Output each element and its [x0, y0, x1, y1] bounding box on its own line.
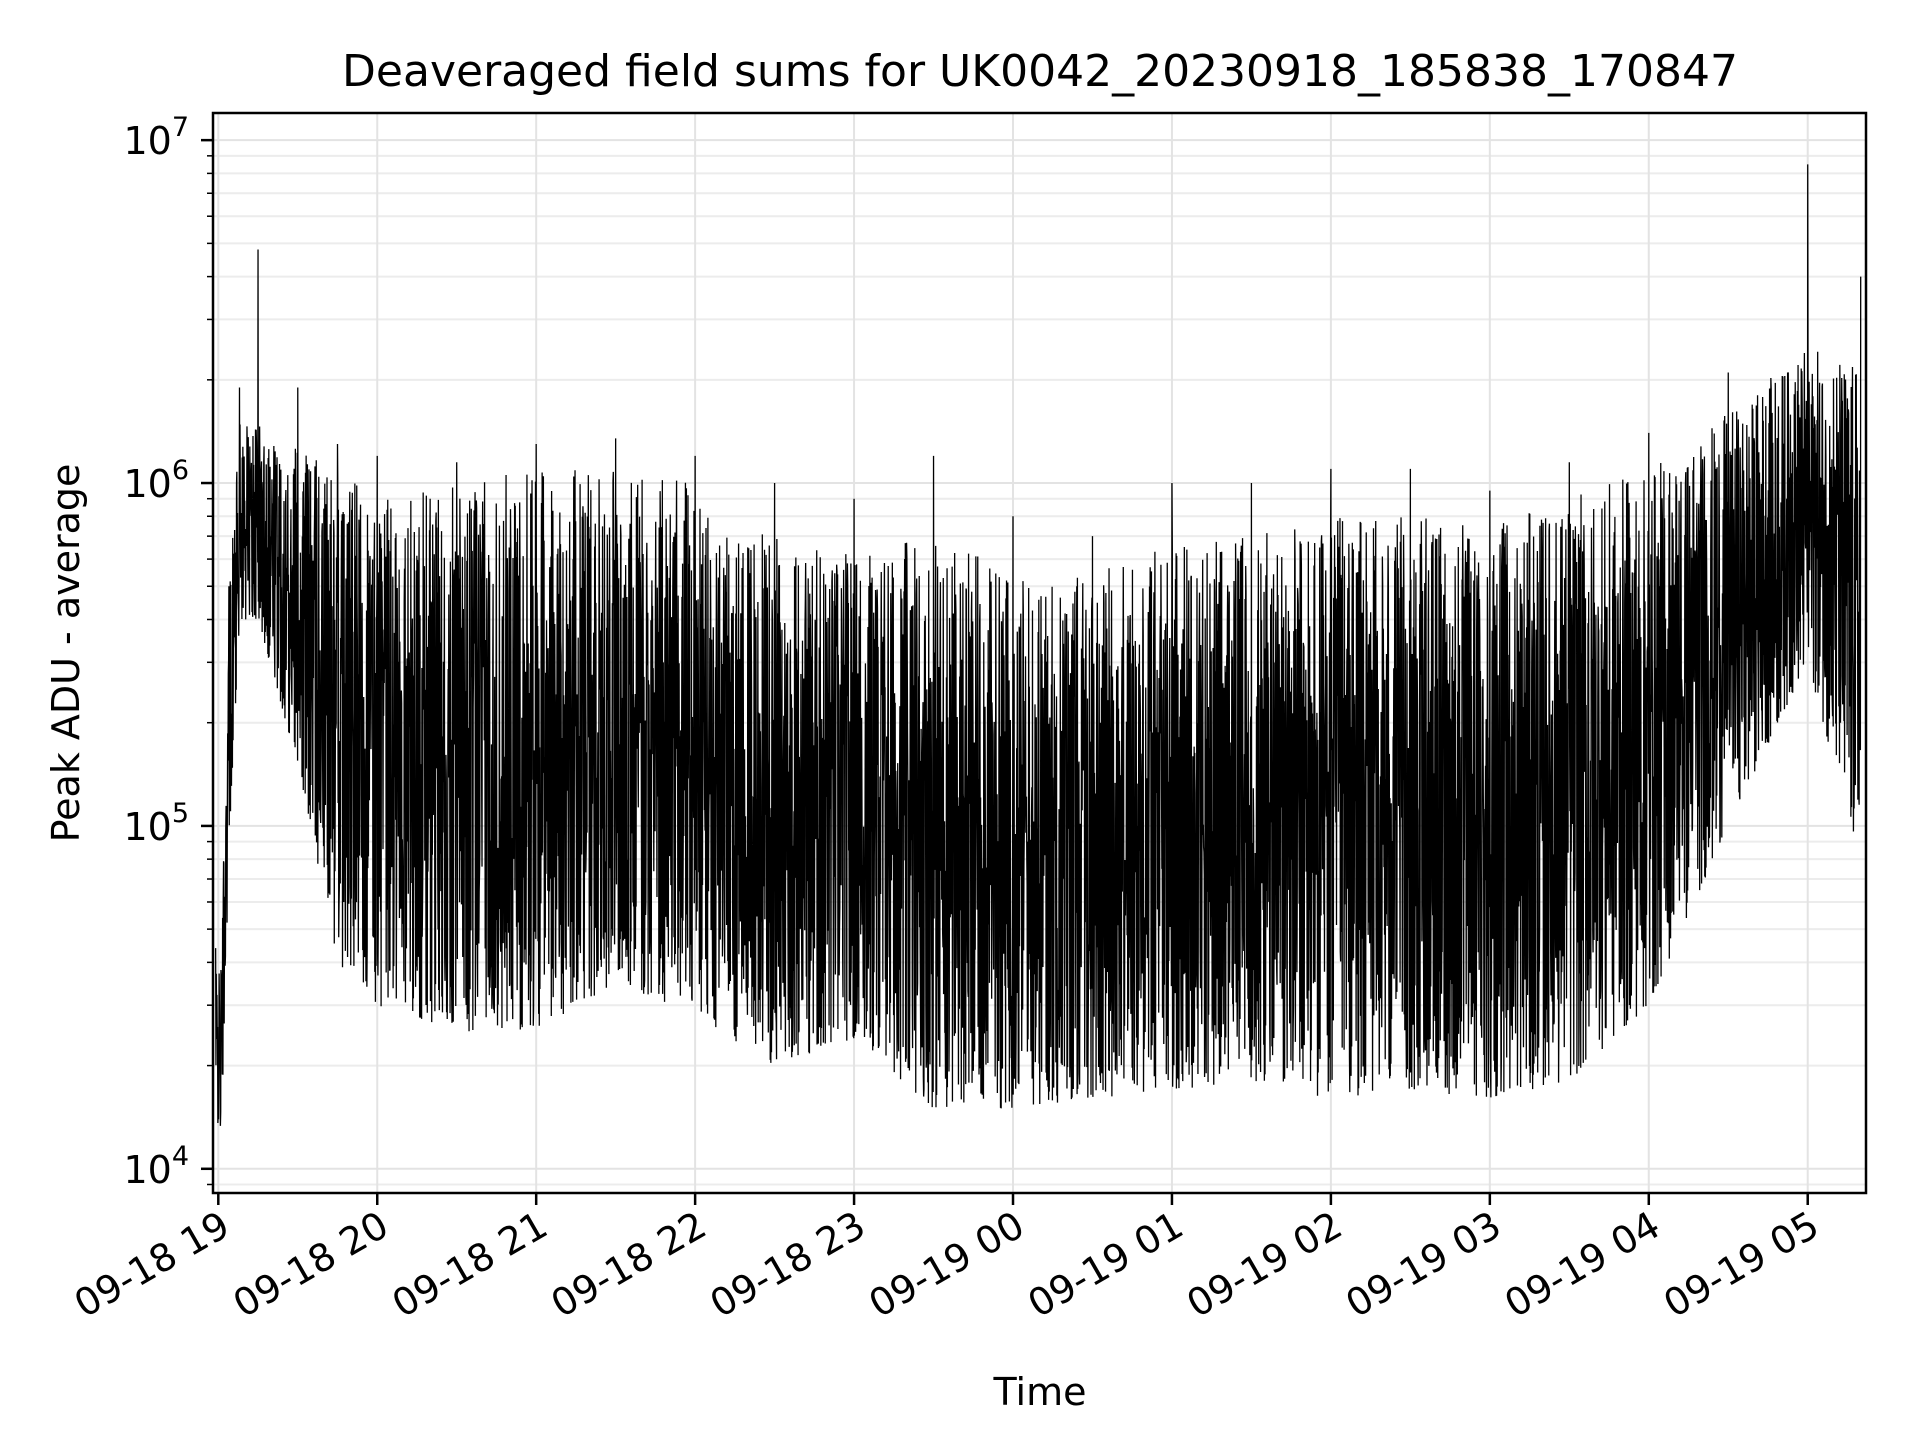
- series-line: [215, 164, 1862, 1126]
- x-axis-label: Time: [993, 1370, 1087, 1414]
- y-tick-exponent: 6: [172, 455, 189, 486]
- x-tick-label: 09-18 20: [226, 1203, 396, 1327]
- y-tick-base: 10: [123, 1148, 171, 1192]
- y-tick-base: 10: [123, 119, 171, 163]
- series-group: [215, 164, 1862, 1126]
- chart-title: Deaveraged field sums for UK0042_2023091…: [342, 46, 1738, 97]
- y-tick-exponent: 4: [172, 1141, 189, 1172]
- x-tick-label: 09-19 05: [1656, 1203, 1826, 1327]
- y-tick-exponent: 7: [172, 112, 189, 143]
- y-tick-base: 10: [123, 805, 171, 849]
- x-tick-label: 09-18 22: [544, 1203, 714, 1327]
- y-tick-label: 105: [123, 798, 189, 849]
- y-tick-label: 107: [123, 112, 189, 163]
- x-tick-label: 09-19 04: [1497, 1203, 1667, 1327]
- y-tick-label: 104: [123, 1141, 189, 1192]
- y-tick-exponent: 5: [172, 798, 189, 829]
- plot-frame: [211, 111, 1868, 1195]
- y-tick-base: 10: [123, 462, 171, 506]
- x-tick-label: 09-18 21: [385, 1203, 555, 1327]
- x-tick-label: 09-18 19: [67, 1203, 237, 1327]
- x-tick-label: 09-19 02: [1179, 1203, 1349, 1327]
- x-tick-label: 09-19 03: [1338, 1203, 1508, 1327]
- x-tick-label: 09-19 01: [1020, 1203, 1190, 1327]
- x-tick-label: 09-18 23: [703, 1203, 873, 1327]
- x-tick-label: 09-19 00: [862, 1203, 1032, 1327]
- y-axis-label: Peak ADU - average: [44, 464, 88, 843]
- y-tick-label: 106: [123, 455, 189, 506]
